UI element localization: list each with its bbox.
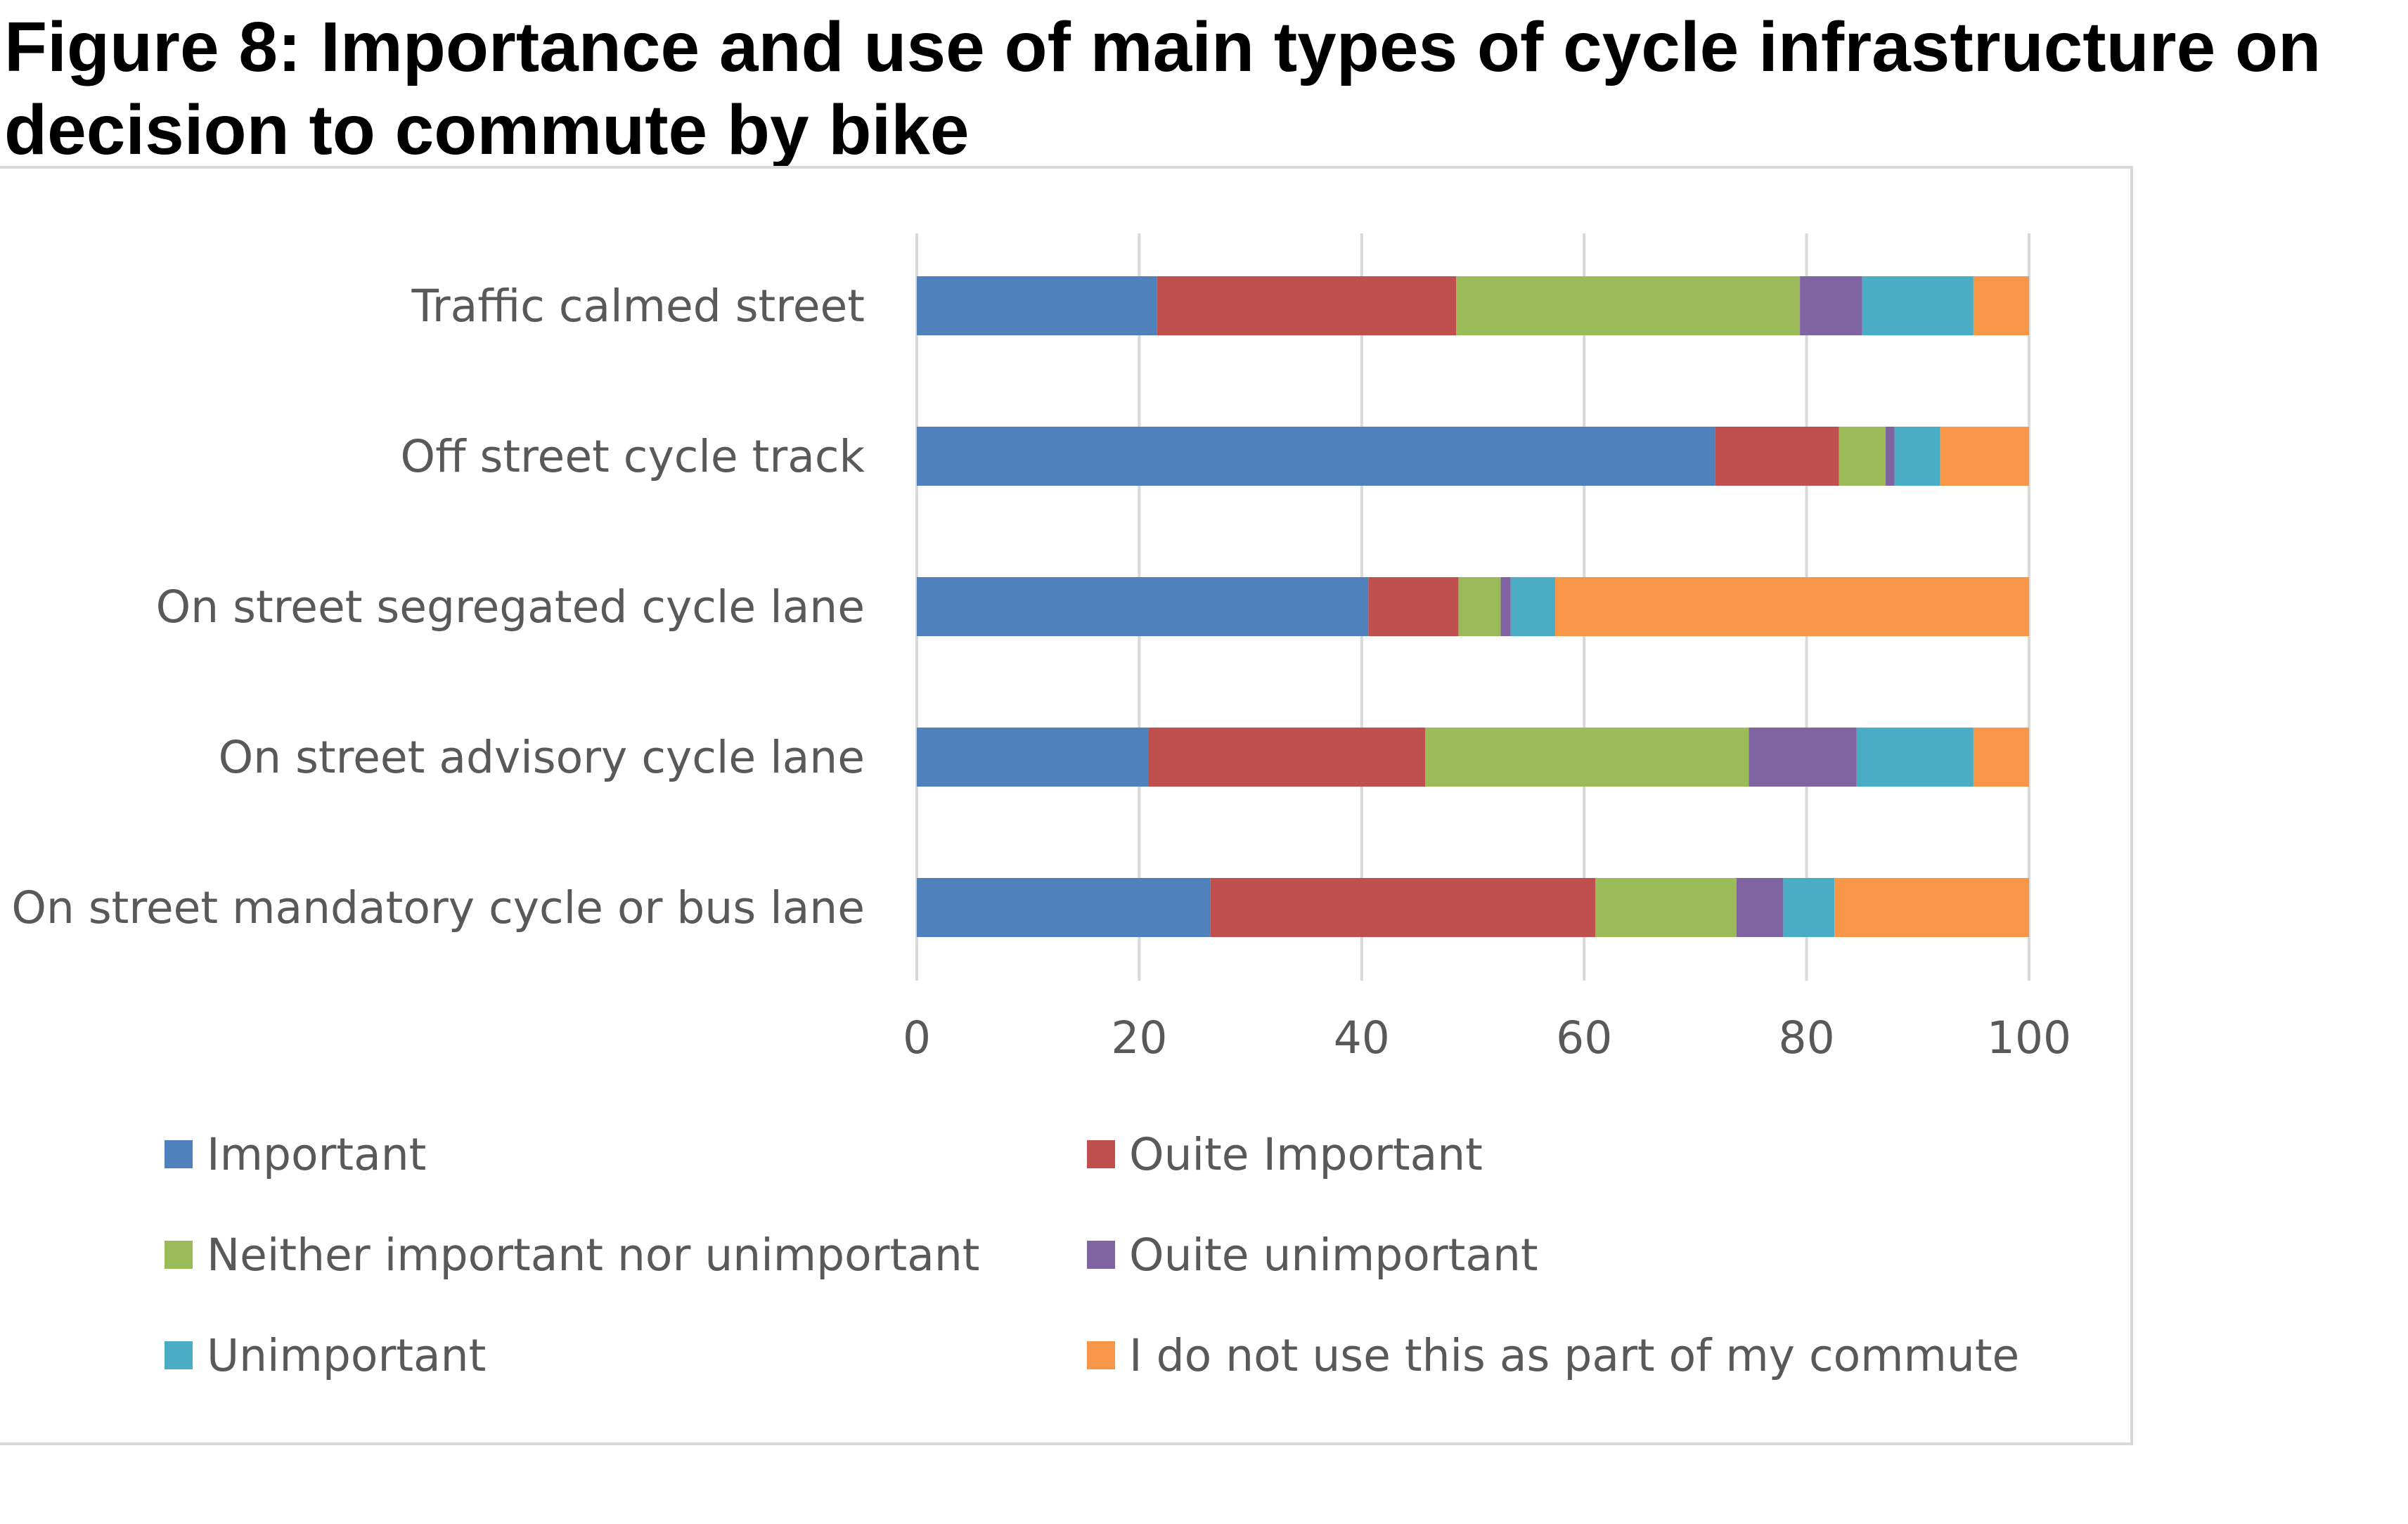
bar-segment	[1210, 878, 1596, 937]
bar-segment	[1783, 878, 1835, 937]
x-tick-label: 60	[1556, 1012, 1612, 1064]
legend-label: I do not use this as part of my commute	[1129, 1330, 2019, 1381]
bar-segment	[1839, 427, 1886, 486]
bar-segment	[1736, 878, 1784, 937]
bar-segment	[1862, 276, 1974, 335]
legend-label: Unimportant	[207, 1330, 486, 1381]
bar-segment	[1940, 427, 2029, 486]
bar-segment	[1973, 728, 2029, 787]
bar-segment	[1800, 276, 1862, 335]
bar-segment	[1856, 728, 1974, 787]
chart-frame: Traffic calmed street Off street cycle tr…	[0, 166, 2133, 1445]
bar-segment	[1973, 276, 2029, 335]
x-tick-label: 0	[903, 1012, 931, 1064]
category-label: On street mandatory cycle or bus lane	[11, 882, 865, 934]
x-tick-label: 100	[1987, 1012, 2071, 1064]
legend-label: Ouite Important	[1129, 1129, 1483, 1180]
bar-segment	[1500, 577, 1511, 636]
bars	[917, 276, 2029, 937]
bar-segment	[1834, 878, 2029, 937]
bar-segment	[1885, 427, 1895, 486]
category-label: Traffic calmed street	[411, 280, 865, 332]
bar-segment	[1595, 878, 1737, 937]
bar-segment	[1555, 577, 2029, 636]
stacked-bar-chart: Traffic calmed street Off street cycle tr…	[11, 233, 2071, 1381]
x-tick-labels: 0 20 40 60 80 100	[903, 1012, 2071, 1064]
legend: Important Ouite Important Neither importan…	[165, 1129, 2019, 1381]
legend-label: Ouite unimportant	[1129, 1229, 1538, 1281]
legend-swatch	[1087, 1140, 1115, 1168]
category-labels: Traffic calmed street Off street cycle tr…	[11, 280, 865, 934]
bar-segment	[1749, 728, 1857, 787]
x-tick-label: 40	[1334, 1012, 1390, 1064]
bar-segment	[1510, 577, 1556, 636]
bar-segment	[1715, 427, 1839, 486]
bar-segment	[1148, 728, 1425, 787]
bar-segment	[917, 276, 1157, 335]
legend-swatch	[1087, 1341, 1115, 1369]
bar-segment	[1458, 577, 1501, 636]
bar-segment	[917, 878, 1211, 937]
legend-swatch	[165, 1341, 193, 1369]
legend-label: Important	[207, 1129, 426, 1180]
bar-segment	[917, 577, 1369, 636]
legend-label: Neither important nor unimportant	[207, 1229, 980, 1281]
category-label: On street segregated cycle lane	[156, 581, 865, 633]
bar-segment	[1157, 276, 1457, 335]
x-tick-label: 80	[1779, 1012, 1835, 1064]
legend-swatch	[165, 1140, 193, 1168]
category-label: Off street cycle track	[401, 431, 865, 482]
bar-segment	[917, 427, 1715, 486]
bar-segment	[917, 728, 1149, 787]
legend-swatch	[1087, 1241, 1115, 1269]
bar-segment	[1368, 577, 1459, 636]
category-label: On street advisory cycle lane	[219, 732, 865, 783]
bar-segment	[1456, 276, 1801, 335]
x-tick-label: 20	[1111, 1012, 1167, 1064]
figure-title: Figure 8: Importance and use of main typ…	[4, 8, 2322, 169]
bar-segment	[1894, 427, 1940, 486]
legend-swatch	[165, 1241, 193, 1269]
bar-segment	[1424, 728, 1749, 787]
